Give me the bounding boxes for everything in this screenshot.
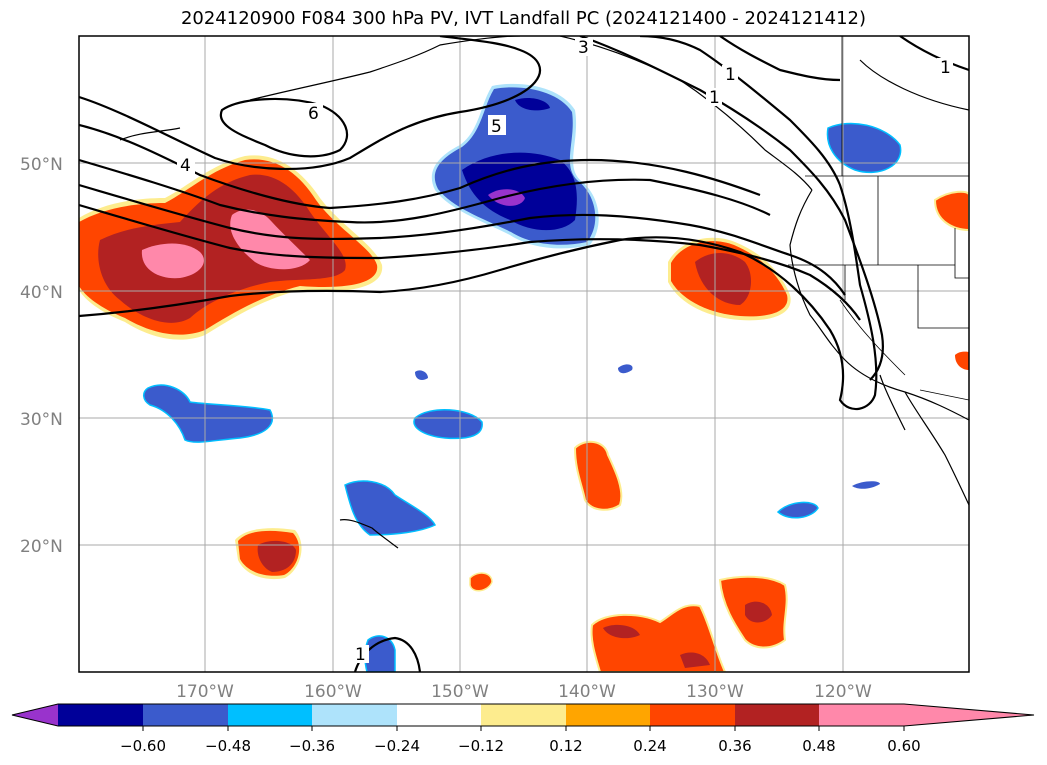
colorbar-extend-right: [904, 704, 1034, 726]
map-area: 6 5 4 3 1 1 1 1: [79, 36, 969, 672]
lon-label-170w: 170°W: [176, 682, 234, 702]
negative-anomaly-hawaii: [344, 480, 437, 536]
positive-anomaly-bottom: [590, 575, 788, 672]
colorbar-segment: [58, 704, 143, 726]
colorbar-segment: [397, 704, 481, 726]
positive-anomaly-northeast: [668, 237, 791, 321]
negative-anomaly-dot-2: [618, 364, 633, 374]
lat-label-20n: 20°N: [20, 537, 63, 557]
negative-anomaly-baja-small: [852, 481, 880, 489]
colorbar-segment: [735, 704, 819, 726]
colorbar-tick-label: 0.48: [802, 737, 835, 755]
colorbar-tick-label: −0.36: [289, 737, 335, 755]
colorbar-segment: [566, 704, 650, 726]
lon-label-120w: 120°W: [814, 682, 872, 702]
colorbar: −0.60 −0.48 −0.36 −0.24 −0.12 0.12 0.24 …: [11, 703, 1035, 755]
negative-anomaly-hawaii-north: [143, 384, 273, 443]
contour-label-4: 4: [180, 156, 191, 176]
contour-label-6: 6: [308, 104, 319, 124]
negative-anomaly-canada: [826, 122, 902, 174]
colorbar-segment: [228, 704, 312, 726]
negative-anomaly-baja: [776, 501, 819, 519]
colorbar-segment: [819, 704, 904, 726]
map-title: 2024120900 F084 300 hPa PV, IVT Landfall…: [180, 8, 867, 29]
lon-label-150w: 150°W: [431, 682, 489, 702]
lon-label-140w: 140°W: [558, 682, 616, 702]
contour-label-1c: 1: [709, 88, 720, 108]
colorbar-segment: [312, 704, 397, 726]
map-frame: [78, 35, 970, 673]
colorbar-tick-label: 0.36: [718, 737, 751, 755]
contour-label-1a: 1: [725, 65, 736, 85]
lon-label-160w: 160°W: [304, 682, 362, 702]
contour-label-5: 5: [491, 117, 502, 137]
colorbar-tick-label: −0.12: [458, 737, 504, 755]
colorbar-tick-label: 0.12: [549, 737, 582, 755]
colorbar-tick-label: 0.24: [633, 737, 666, 755]
lat-label-30n: 30°N: [20, 410, 63, 430]
colorbar-tick-label: −0.48: [205, 737, 251, 755]
contour-label-3: 3: [578, 38, 589, 58]
positive-anomaly-south-west: [235, 528, 302, 580]
contour-label-1d: 1: [355, 645, 366, 665]
positive-anomaly-east-edge: [933, 190, 969, 232]
colorbar-segment: [650, 704, 735, 726]
negative-anomaly-dot: [415, 370, 428, 380]
colorbar-extend-left: [12, 704, 58, 726]
colorbar-segment: [143, 704, 228, 726]
gridlines: [79, 36, 969, 672]
pv-contours: [79, 36, 969, 672]
positive-anomaly-east-small: [955, 351, 969, 370]
colorbar-tick-label: −0.60: [120, 737, 166, 755]
lon-label-130w: 130°W: [686, 682, 744, 702]
colorbar-tick-label: −0.24: [374, 737, 420, 755]
colorbar-tick-label: 0.60: [887, 737, 920, 755]
lat-label-50n: 50°N: [20, 155, 63, 175]
borders: [788, 36, 969, 401]
colorbar-segment: [481, 704, 566, 726]
contour-label-1b: 1: [940, 58, 951, 78]
positive-anomaly-small: [469, 572, 493, 592]
negative-anomaly-mid: [413, 408, 483, 440]
lat-label-40n: 40°N: [20, 283, 63, 303]
